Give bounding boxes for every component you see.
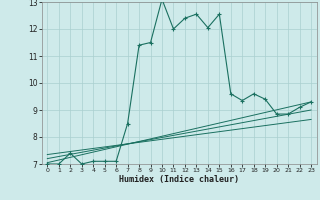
X-axis label: Humidex (Indice chaleur): Humidex (Indice chaleur) bbox=[119, 175, 239, 184]
